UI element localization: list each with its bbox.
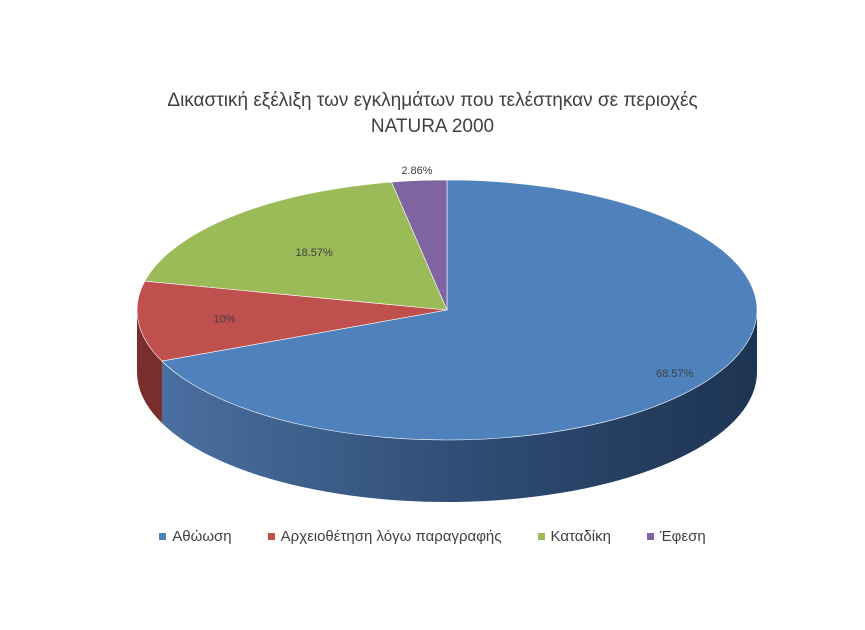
legend-label: Αρχειοθέτηση λόγω παραγραφής: [280, 528, 502, 545]
pie-slice[interactable]: [391, 179, 448, 311]
chart-title: Δικαστική εξέλιξη των εγκλημάτων που τελ…: [0, 88, 865, 140]
legend: Αθώωση Αρχειοθέτηση λόγω παραγραφής Κατα…: [0, 528, 865, 545]
pie-slice[interactable]: [144, 181, 448, 311]
legend-item-efesi[interactable]: Έφεση: [646, 528, 706, 545]
pie-slice[interactable]: [161, 179, 758, 441]
legend-swatch: [646, 533, 654, 540]
pie-slice-side: [137, 310, 162, 424]
chart-title-line-1: Δικαστική εξέλιξη των εγκλημάτων που τελ…: [167, 90, 698, 111]
legend-item-archeiothetisi[interactable]: Αρχειοθέτηση λόγω παραγραφής: [267, 528, 502, 545]
legend-item-katadiki[interactable]: Καταδίκη: [537, 528, 611, 545]
legend-swatch: [267, 533, 275, 540]
chart-title-line-2: NATURA 2000: [370, 116, 495, 137]
legend-swatch: [159, 533, 167, 540]
legend-label: Αθώωση: [172, 528, 232, 545]
pie-data-label: 10%: [214, 313, 236, 325]
pie-labels: 68.57% 10% 18.57% 2.86%: [214, 165, 694, 380]
pie-data-label: 2.86%: [401, 165, 432, 177]
pie-data-label: 18.57%: [296, 247, 334, 259]
legend-label: Καταδίκη: [550, 528, 611, 545]
legend-swatch: [537, 533, 545, 540]
legend-label: Έφεση: [659, 528, 706, 545]
pie-data-label: 68.57%: [656, 368, 694, 380]
pie-slice[interactable]: [136, 280, 448, 362]
pie-top: [136, 179, 758, 441]
pie-sides: [137, 310, 757, 502]
pie-slice-side: [161, 310, 757, 502]
legend-item-athoosi[interactable]: Αθώωση: [159, 528, 232, 545]
